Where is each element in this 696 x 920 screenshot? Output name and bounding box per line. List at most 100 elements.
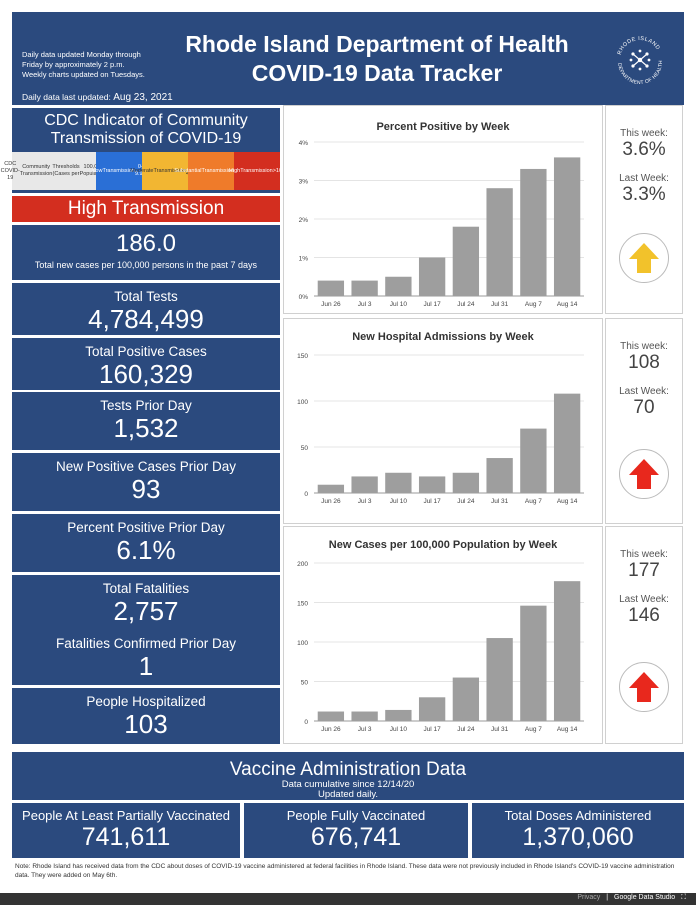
- bar: [486, 638, 513, 721]
- metric-value: 103: [124, 709, 168, 739]
- this-week-label: This week:: [620, 549, 668, 560]
- y-tick-label: 0: [304, 719, 308, 726]
- bar: [418, 697, 446, 721]
- svg-text:RHODE ISLAND: RHODE ISLAND: [617, 36, 661, 56]
- x-tick-label: Jul 10: [390, 498, 408, 505]
- bar: [351, 476, 378, 493]
- bar: [520, 168, 547, 296]
- case-rate-caption: Total new cases per 100,000 persons in t…: [34, 260, 258, 270]
- legend-text: Transmission: [201, 167, 234, 174]
- last-updated-value: Aug 23, 2021: [113, 92, 173, 103]
- vaccine-tile-label: People At Least Partially Vaccinated: [22, 808, 230, 823]
- y-tick-label: 50: [301, 445, 309, 452]
- x-tick-label: Jul 10: [390, 726, 408, 733]
- bar: [553, 581, 581, 721]
- chart-percent-positive: Percent Positive by Week 0% 1% 2% 3% 4% Jun 2…: [283, 105, 603, 314]
- legend-threshold-description: CDC COVID-19 Community Transmission Thresh…: [1, 152, 107, 190]
- x-tick-label: Jul 31: [491, 726, 509, 733]
- percent-positive-bar-chart: 0% 1% 2% 3% 4% Jun 26 Jul 3 Jul 10 Jul 17 Jul 24 J…: [299, 140, 584, 308]
- chart-title: Percent Positive by Week: [376, 121, 510, 133]
- bar: [520, 605, 547, 721]
- vaccine-tile-value: 1,370,060: [522, 823, 634, 851]
- bar: [351, 711, 378, 721]
- metric-tile: People Hospitalized 103: [12, 688, 280, 744]
- privacy-link[interactable]: Privacy: [577, 894, 601, 901]
- metric-label: New Positive Cases Prior Day: [55, 459, 237, 474]
- x-tick-label: Jul 24: [457, 301, 475, 308]
- bar: [486, 458, 513, 493]
- this-week-value: 177: [628, 560, 660, 581]
- legend-text: 0-9.99: [134, 164, 146, 177]
- vaccine-section-header: Vaccine Administration Data Data cumulat…: [12, 752, 684, 800]
- y-tick-label: 50: [301, 680, 309, 687]
- x-tick-label: Jun 26: [321, 301, 341, 308]
- legend-text: Community Transmission: [19, 164, 53, 177]
- x-tick-label: Jul 17: [423, 726, 441, 733]
- legend-substantial: SubstantialTransmission50-99.99: [174, 152, 248, 190]
- y-tick-label: 150: [297, 601, 308, 608]
- last-week-value: 146: [628, 605, 660, 626]
- case-rate-tile: 186.0 Total new cases per 100,000 person…: [12, 225, 280, 280]
- legend-text: Thresholds (Cases per: [52, 164, 80, 177]
- bar: [385, 472, 412, 493]
- hospital-admissions-weekly-comparison: This week: 108 Last Week: 70: [605, 318, 683, 524]
- metric-value: 160,329: [99, 359, 193, 389]
- this-week-label: This week:: [620, 128, 668, 139]
- x-tick-label: Jul 17: [423, 498, 441, 505]
- x-tick-label: Aug 14: [557, 726, 578, 733]
- cdc-indicator-title: CDC Indicator of Community Transmission …: [12, 108, 280, 148]
- new-cases-bar-chart: 0 50 100 150 200 Jun 26 Jul 3 Jul 10 Jul 17 Jul 2…: [297, 561, 584, 733]
- chart-hospital-admissions: New Hospital Admissions by Week 0 50 100 15…: [283, 318, 603, 524]
- last-week-label: Last Week:: [619, 386, 669, 397]
- x-tick-label: Aug 7: [525, 498, 542, 505]
- update-schedule-note: Daily data updated Monday through Friday…: [22, 50, 162, 80]
- x-tick-label: Jun 26: [321, 726, 341, 733]
- legend-text: CDC COVID-19: [0, 160, 20, 181]
- metric-label: Total Positive Cases: [85, 344, 207, 359]
- bar: [418, 476, 446, 493]
- legend-text: Transmission: [240, 167, 273, 174]
- svg-text:DEPARTMENT OF HEALTH: DEPARTMENT OF HEALTH: [616, 60, 664, 86]
- fullscreen-icon[interactable]: ⛶: [681, 894, 686, 901]
- x-tick-label: Jul 3: [358, 726, 372, 733]
- bar: [317, 711, 345, 721]
- metric-tile: Total Fatalities 2,757: [12, 575, 280, 630]
- metric-label: Total Fatalities: [102, 581, 190, 596]
- vaccine-tile-partial: People At Least Partially Vaccinated 741…: [12, 803, 240, 858]
- google-data-studio-link[interactable]: Google Data Studio: [614, 894, 676, 901]
- legend-text: Transmission: [153, 167, 187, 174]
- chart-new-cases: New Cases per 100,000 Population by Week…: [283, 526, 603, 744]
- last-week-value: 3.3%: [622, 184, 666, 205]
- arrow-up-red-icon: [619, 662, 669, 712]
- metric-tile: New Positive Cases Prior Day 93: [12, 453, 280, 511]
- bar: [452, 677, 480, 721]
- vaccine-tile-value: 676,741: [310, 823, 402, 851]
- metric-value: 4,784,499: [88, 304, 204, 334]
- update-note-line: Daily data updated Monday through: [22, 50, 141, 59]
- transmission-legend: CDC COVID-19 Community Transmission Thresh…: [1, 152, 285, 190]
- metric-value: 1: [138, 651, 154, 681]
- update-note-line: Weekly charts updated on Tuesdays.: [22, 70, 145, 79]
- update-note-line: Friday by approximately 2 p.m.: [22, 60, 125, 69]
- federal-data-note: Note: Rhode Island has received data fro…: [15, 863, 675, 879]
- header-banner: Daily data updated Monday through Friday…: [12, 12, 684, 105]
- bar: [385, 709, 412, 721]
- metric-label: People Hospitalized: [86, 694, 206, 709]
- bar: [452, 226, 480, 296]
- metric-tile: Total Positive Cases 160,329: [12, 338, 280, 390]
- this-week-value: 3.6%: [622, 139, 666, 160]
- y-tick-label: 3%: [299, 179, 309, 186]
- x-tick-label: Jul 10: [390, 301, 408, 308]
- last-updated-label: Daily data last updated:: [22, 92, 111, 102]
- x-tick-label: Jul 31: [491, 498, 509, 505]
- ri-health-seal-icon: RHODE ISLAND DEPARTMENT OF HEALTH: [612, 32, 668, 88]
- percent-positive-weekly-comparison: This week: 3.6% Last Week: 3.3%: [605, 105, 683, 314]
- y-tick-label: 0%: [299, 294, 309, 301]
- this-week-value: 108: [628, 352, 660, 373]
- x-tick-label: Aug 7: [525, 726, 542, 733]
- legend-low: Low Transmission 0-9.99: [92, 152, 146, 190]
- x-tick-label: Aug 14: [557, 498, 578, 505]
- legend-text: Moderate: [130, 167, 154, 174]
- legend-text: High: [228, 167, 241, 174]
- metric-label: Fatalities Confirmed Prior Day: [55, 636, 237, 651]
